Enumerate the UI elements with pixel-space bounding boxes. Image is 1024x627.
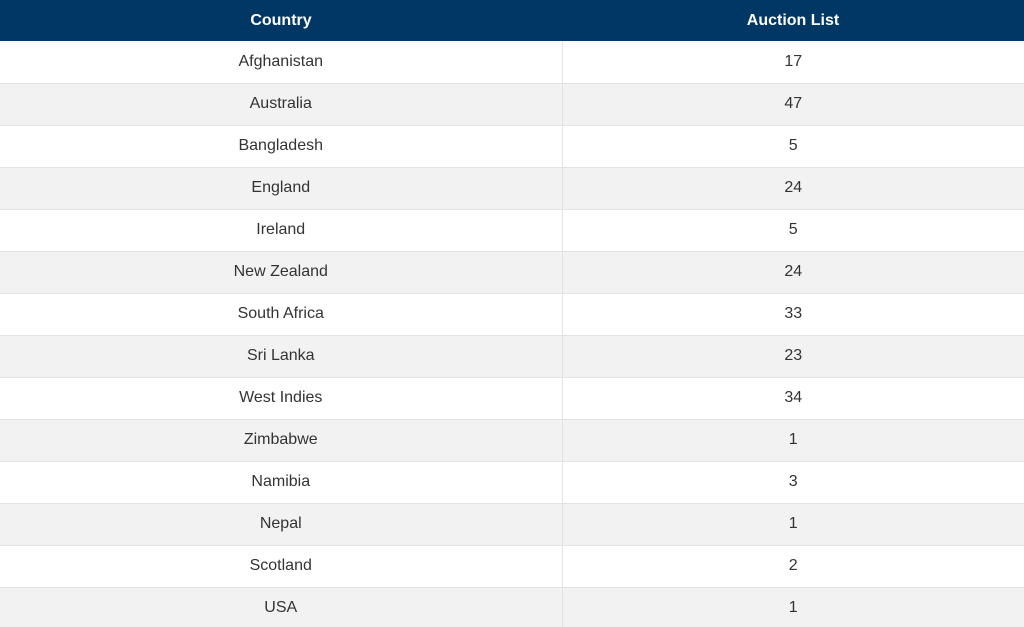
table-row: South Africa 33 [0,293,1024,336]
auction-count-cell: 33 [562,293,1024,336]
column-header-auction-list: Auction List [746,11,840,29]
auction-count-cell: 17 [562,41,1024,84]
country-cell: Nepal [0,503,563,546]
table-row: USA 1 [0,587,1024,627]
country-cell: Zimbabwe [0,419,563,462]
auction-count-cell: 23 [562,335,1024,378]
country-cell: West Indies [0,377,563,420]
country-cell: South Africa [0,293,563,336]
table-row: Ireland 5 [0,209,1024,252]
country-cell: New Zealand [0,251,563,294]
auction-count-cell: 5 [562,209,1024,252]
auction-count-cell: 47 [562,83,1024,126]
table-header: Country Auction List [0,0,1024,41]
table-row: Sri Lanka 23 [0,335,1024,378]
auction-count-cell: 24 [562,167,1024,210]
table-body: Afghanistan 17 Australia 47 Bangladesh 5… [0,41,1024,627]
country-cell: Scotland [0,545,563,588]
country-cell: Afghanistan [0,41,563,84]
table-row: West Indies 34 [0,377,1024,420]
table-row: Australia 47 [0,83,1024,126]
auction-count-cell: 3 [562,461,1024,504]
country-cell: Bangladesh [0,125,563,168]
table-row: England 24 [0,167,1024,210]
auction-count-cell: 2 [562,545,1024,588]
country-cell: Sri Lanka [0,335,563,378]
auction-count-cell: 1 [562,503,1024,546]
auction-count-cell: 1 [562,587,1024,627]
country-cell: USA [0,587,563,627]
country-cell: England [0,167,563,210]
auction-count-cell: 5 [562,125,1024,168]
table-row: New Zealand 24 [0,251,1024,294]
auction-count-cell: 34 [562,377,1024,420]
table-row: Bangladesh 5 [0,125,1024,168]
table-row: Namibia 3 [0,461,1024,504]
country-cell: Ireland [0,209,563,252]
country-cell: Australia [0,83,563,126]
auction-count-cell: 1 [562,419,1024,462]
column-header-country: Country [250,11,312,29]
table-row: Afghanistan 17 [0,41,1024,84]
auction-count-cell: 24 [562,251,1024,294]
table-row: Scotland 2 [0,545,1024,588]
country-cell: Namibia [0,461,563,504]
header-row: Country Auction List [0,0,1024,41]
table-row: Zimbabwe 1 [0,419,1024,462]
table-row: Nepal 1 [0,503,1024,546]
